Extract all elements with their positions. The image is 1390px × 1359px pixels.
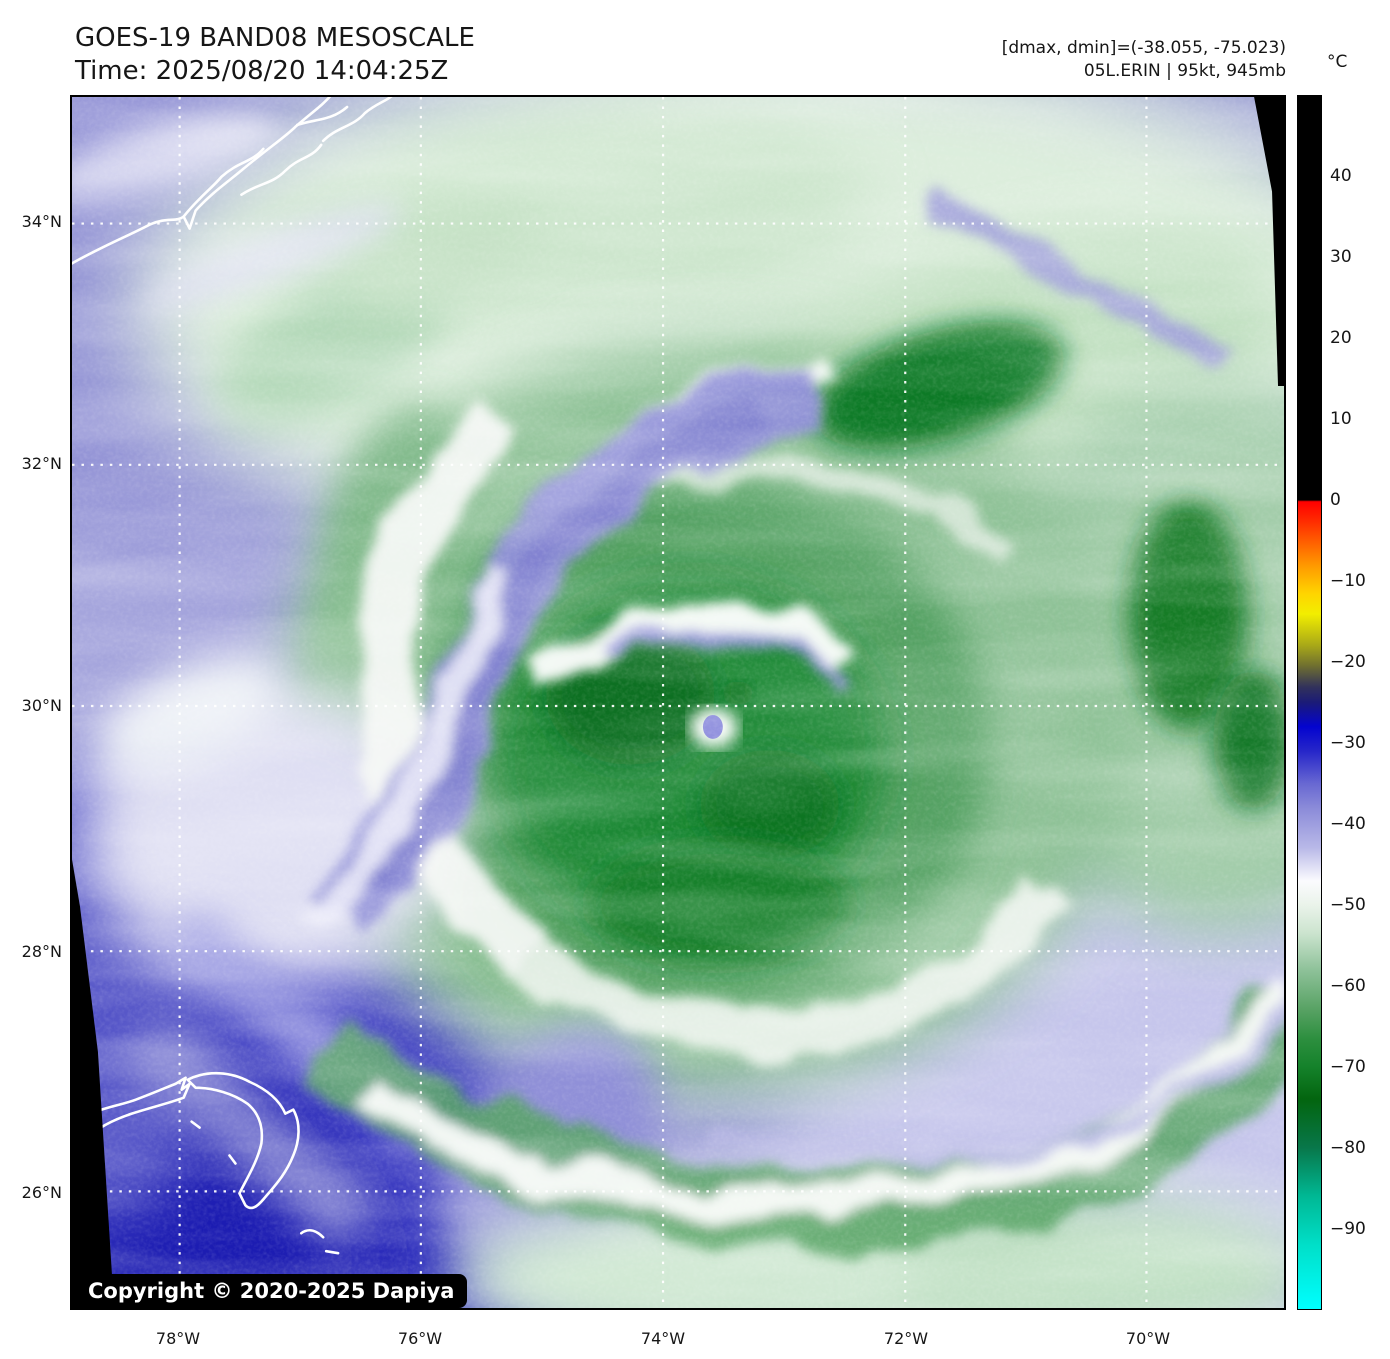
grain-texture — [72, 97, 1284, 1308]
grid-lines — [72, 97, 1284, 1308]
colorbar-tick: −70 — [1330, 1057, 1366, 1077]
colorbar-tick: 20 — [1330, 328, 1352, 348]
lat-label-34n: 34°N — [21, 212, 62, 231]
colorbar-tick: 0 — [1330, 490, 1341, 510]
colorbar-tick: −60 — [1330, 976, 1366, 996]
colorbar-tick: 30 — [1330, 247, 1352, 267]
off-sector-region — [72, 97, 1284, 1308]
copyright-badge: Copyright © 2020-2025 Dapiya — [75, 1274, 468, 1308]
lat-label-30n: 30°N — [21, 696, 62, 715]
colorbar-tick: −50 — [1330, 895, 1366, 915]
colorbar — [1297, 95, 1322, 1310]
lat-label-26n: 26°N — [21, 1183, 62, 1202]
timestamp: Time: 2025/08/20 14:04:25Z — [75, 56, 449, 86]
lon-label-72w: 72°W — [883, 1329, 929, 1348]
colorbar-unit-label: °C — [1327, 52, 1348, 72]
lon-label-76w: 76°W — [397, 1329, 443, 1348]
colorbar-tick: −20 — [1330, 652, 1366, 672]
lat-label-32n: 32°N — [21, 454, 62, 473]
colorbar-tick: 10 — [1330, 409, 1352, 429]
lon-label-70w: 70°W — [1125, 1329, 1171, 1348]
colorbar-tick: 40 — [1330, 166, 1352, 186]
satellite-map — [70, 95, 1286, 1310]
page-title: GOES-19 BAND08 MESOSCALE — [75, 23, 475, 53]
colorbar-tick: −40 — [1330, 814, 1366, 834]
satellite-image — [72, 97, 1284, 1308]
colorbar-tick: −80 — [1330, 1138, 1366, 1158]
colorbar-tick: −10 — [1330, 571, 1366, 591]
lon-label-74w: 74°W — [640, 1329, 686, 1348]
dmax-dmin-annotation: [dmax, dmin]=(-38.055, -75.023) — [1001, 38, 1286, 58]
storm-annotation: 05L.ERIN | 95kt, 945mb — [1083, 61, 1286, 81]
lon-label-78w: 78°W — [155, 1329, 201, 1348]
lat-label-28n: 28°N — [21, 942, 62, 961]
coastlines — [72, 97, 393, 1255]
colorbar-tick: −30 — [1330, 733, 1366, 753]
colorbar-tick: −90 — [1330, 1219, 1366, 1239]
